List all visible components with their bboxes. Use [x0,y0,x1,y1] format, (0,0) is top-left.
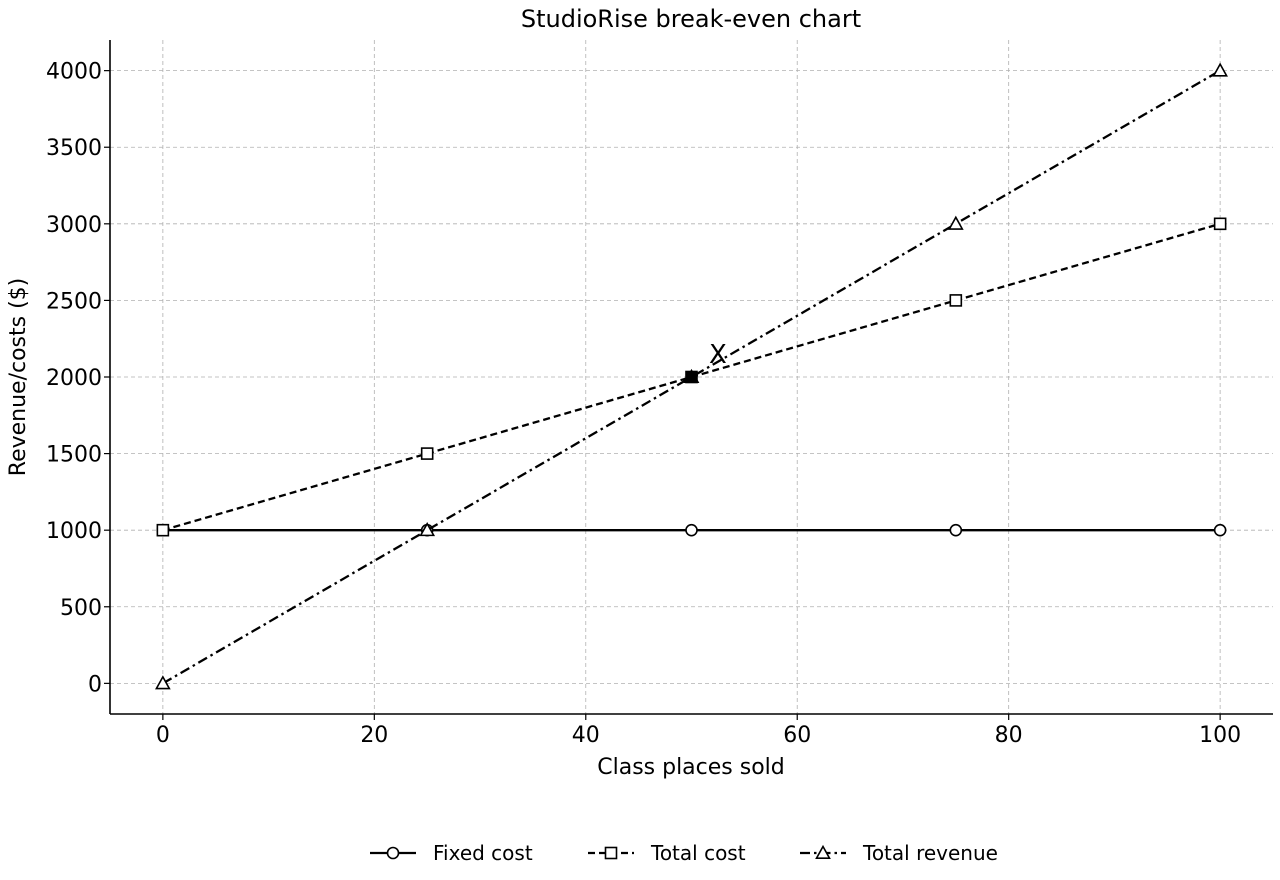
annotation-label: X [709,340,727,370]
legend-marker [604,846,618,860]
data-point [155,675,171,690]
data-point [949,523,963,537]
legend-item-fixed-cost: Fixed cost [370,841,533,865]
data-point [685,523,698,537]
data-point [420,447,434,460]
y-tick-label: 2500 [46,289,102,314]
x-tick-label: 20 [360,723,388,748]
x-tick-label: 80 [995,723,1023,748]
y-tick-label: 3500 [46,136,102,161]
x-axis-title: Class places sold [597,755,785,780]
legend-marker [386,846,400,860]
legend-label: Total cost [650,841,746,865]
data-point [1213,217,1227,231]
data-point [947,215,964,230]
data-point [949,294,963,307]
data-point [1213,523,1227,537]
x-tick-label: 40 [572,723,600,748]
y-tick-label: 1000 [46,519,102,544]
chart-title: StudioRise break-even chart [521,5,861,33]
y-tick-label: 2000 [46,366,102,391]
legend-item-total-revenue: Total revenue [800,841,998,865]
break-even-point [685,371,698,383]
y-tick-label: 1500 [46,443,102,468]
series-group [155,62,1228,690]
y-tick-label: 0 [88,672,102,697]
legend-label: Fixed cost [433,841,533,865]
x-tick-label: 60 [783,723,811,748]
y-tick-label: 4000 [46,60,102,85]
y-axis-title: Revenue/costs ($) [6,278,31,476]
data-point [1212,62,1228,77]
series-fixed-cost [156,523,1227,537]
legend-item-total-cost: Total cost [588,841,746,865]
y-tick-label: 500 [60,596,102,621]
legend: Fixed cost Total cost Total revenue [370,841,998,865]
data-point [419,522,436,537]
x-tick-label: 100 [1199,723,1241,748]
legend-label: Total revenue [862,841,998,865]
annotations: X [709,340,727,370]
data-point [156,523,170,537]
x-tick-label: 0 [156,723,170,748]
legend-marker [815,844,831,860]
y-tick-label: 3000 [46,213,102,238]
ticks: 0 20 40 60 80 1000500100015002000250030003500… [46,60,1241,748]
